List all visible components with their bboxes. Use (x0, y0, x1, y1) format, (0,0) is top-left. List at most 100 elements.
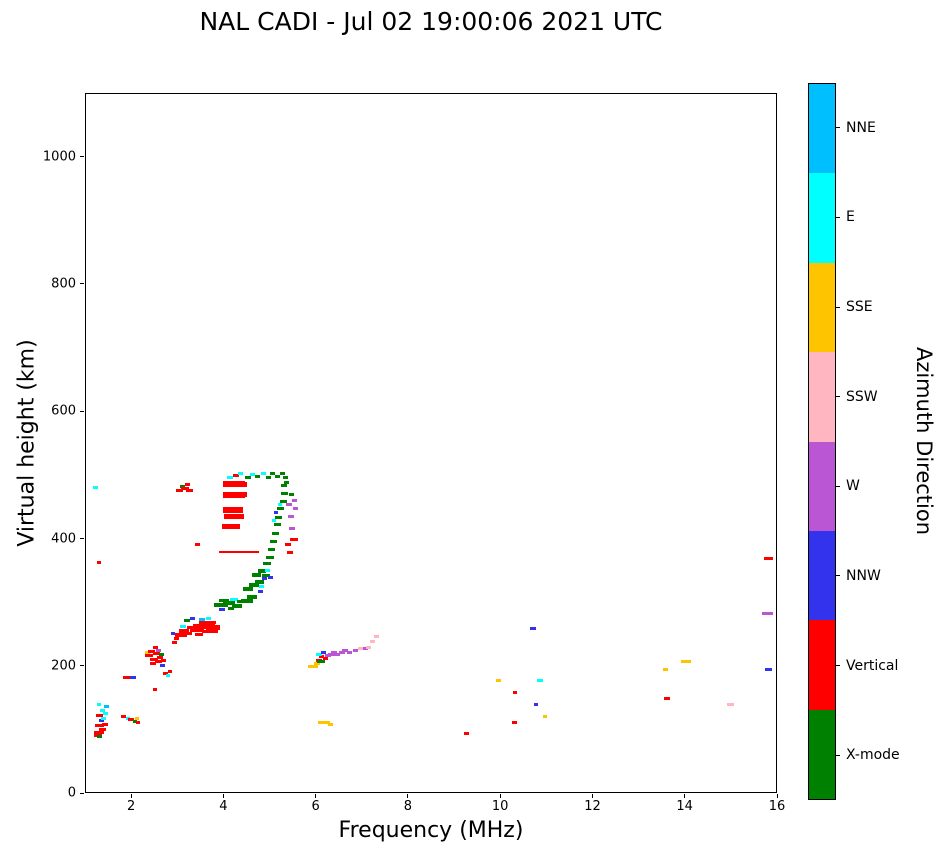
echo-point (279, 499, 287, 503)
echo-point (261, 472, 267, 476)
echo-point (257, 590, 263, 594)
echo-point (334, 652, 341, 656)
x-tick-label: 16 (768, 799, 786, 814)
echo-point (265, 555, 274, 559)
echo-point (262, 561, 271, 565)
echo-point (247, 595, 258, 600)
x-tick-mark (315, 794, 317, 798)
plot-area (85, 93, 777, 793)
echo-point (195, 543, 201, 546)
echo-point (162, 671, 168, 675)
echo-point (293, 506, 299, 510)
echo-point (144, 651, 150, 655)
echo-point (287, 515, 294, 518)
echo-point (222, 491, 245, 498)
x-tick-mark (592, 794, 593, 798)
echo-point (238, 492, 247, 498)
y-tick-label: 600 (51, 403, 76, 419)
echo-point (219, 551, 239, 554)
echo-point (265, 475, 271, 479)
echo-point (289, 538, 298, 541)
x-tick-mark (684, 794, 686, 798)
colorbar-segment-x-mode (809, 709, 835, 799)
echo-point (102, 712, 108, 716)
echo-point (374, 635, 380, 639)
echo-point (186, 489, 194, 492)
echo-point (313, 662, 320, 665)
echo-point (513, 690, 517, 694)
colorbar (808, 83, 836, 800)
colorbar-tick-mark (836, 485, 840, 487)
echo-point (254, 579, 264, 584)
echo-point (362, 647, 368, 651)
echo-point (255, 475, 261, 478)
echo-point (223, 514, 244, 519)
echo-point (275, 475, 280, 478)
echo-point (122, 676, 130, 679)
y-tick-label: 400 (51, 531, 76, 546)
echo-point (98, 728, 106, 732)
echo-point (134, 717, 139, 721)
y-axis-label: Virtual height (km) (14, 339, 40, 547)
echo-point (317, 660, 326, 664)
echo-point (127, 718, 134, 721)
echo-point (100, 709, 106, 713)
echo-point (270, 472, 276, 476)
echo-point (97, 735, 103, 739)
x-tick-mark (499, 794, 501, 798)
echo-point (96, 713, 104, 717)
colorbar-segment-nne (809, 84, 835, 174)
echo-point (198, 622, 215, 628)
x-tick-mark (130, 794, 132, 798)
echo-point (149, 657, 158, 661)
echo-point (170, 631, 175, 635)
echo-point (152, 646, 158, 650)
colorbar-label-w: W (846, 478, 860, 495)
echo-point (285, 543, 292, 546)
echo-point (339, 651, 345, 655)
y-tick-mark (80, 665, 84, 667)
echo-point (358, 647, 363, 651)
echo-point (496, 679, 502, 683)
echo-point (244, 475, 251, 479)
colorbar-tick-mark (836, 306, 840, 308)
echo-point (273, 523, 281, 527)
echo-point (764, 557, 774, 560)
echo-point (318, 655, 324, 658)
echo-point (174, 637, 180, 641)
echo-point (183, 631, 192, 635)
colorbar-label-ssw: SSW (846, 388, 878, 405)
echo-point (201, 630, 210, 634)
echo-point (125, 717, 130, 721)
echo-point (145, 653, 154, 657)
colorbar-label-sse: SSE (846, 299, 873, 316)
colorbar-segment-sse (809, 262, 835, 353)
echo-point (175, 632, 187, 637)
x-tick-mark (222, 794, 224, 798)
echo-point (282, 476, 288, 480)
echo-point (529, 627, 536, 630)
echo-point (275, 515, 283, 519)
echo-point (286, 503, 292, 506)
echo-point (316, 653, 322, 657)
x-tick-label: 2 (126, 799, 136, 814)
echo-point (219, 599, 230, 602)
echo-point (96, 703, 101, 707)
echo-point (269, 539, 277, 543)
x-tick-mark (407, 794, 409, 798)
echo-point (198, 620, 209, 624)
echo-point (189, 627, 204, 632)
echo-point (272, 518, 277, 522)
echo-point (511, 721, 517, 725)
echo-point (292, 498, 297, 502)
echo-point (161, 658, 166, 662)
echo-point (229, 598, 238, 602)
y-tick-label: 800 (51, 276, 76, 292)
echo-point (166, 673, 171, 677)
echo-point (288, 493, 294, 497)
y-tick-label: 1000 (42, 149, 76, 165)
echo-point (175, 489, 183, 492)
echo-point (727, 703, 735, 707)
x-tick-mark (776, 794, 778, 798)
